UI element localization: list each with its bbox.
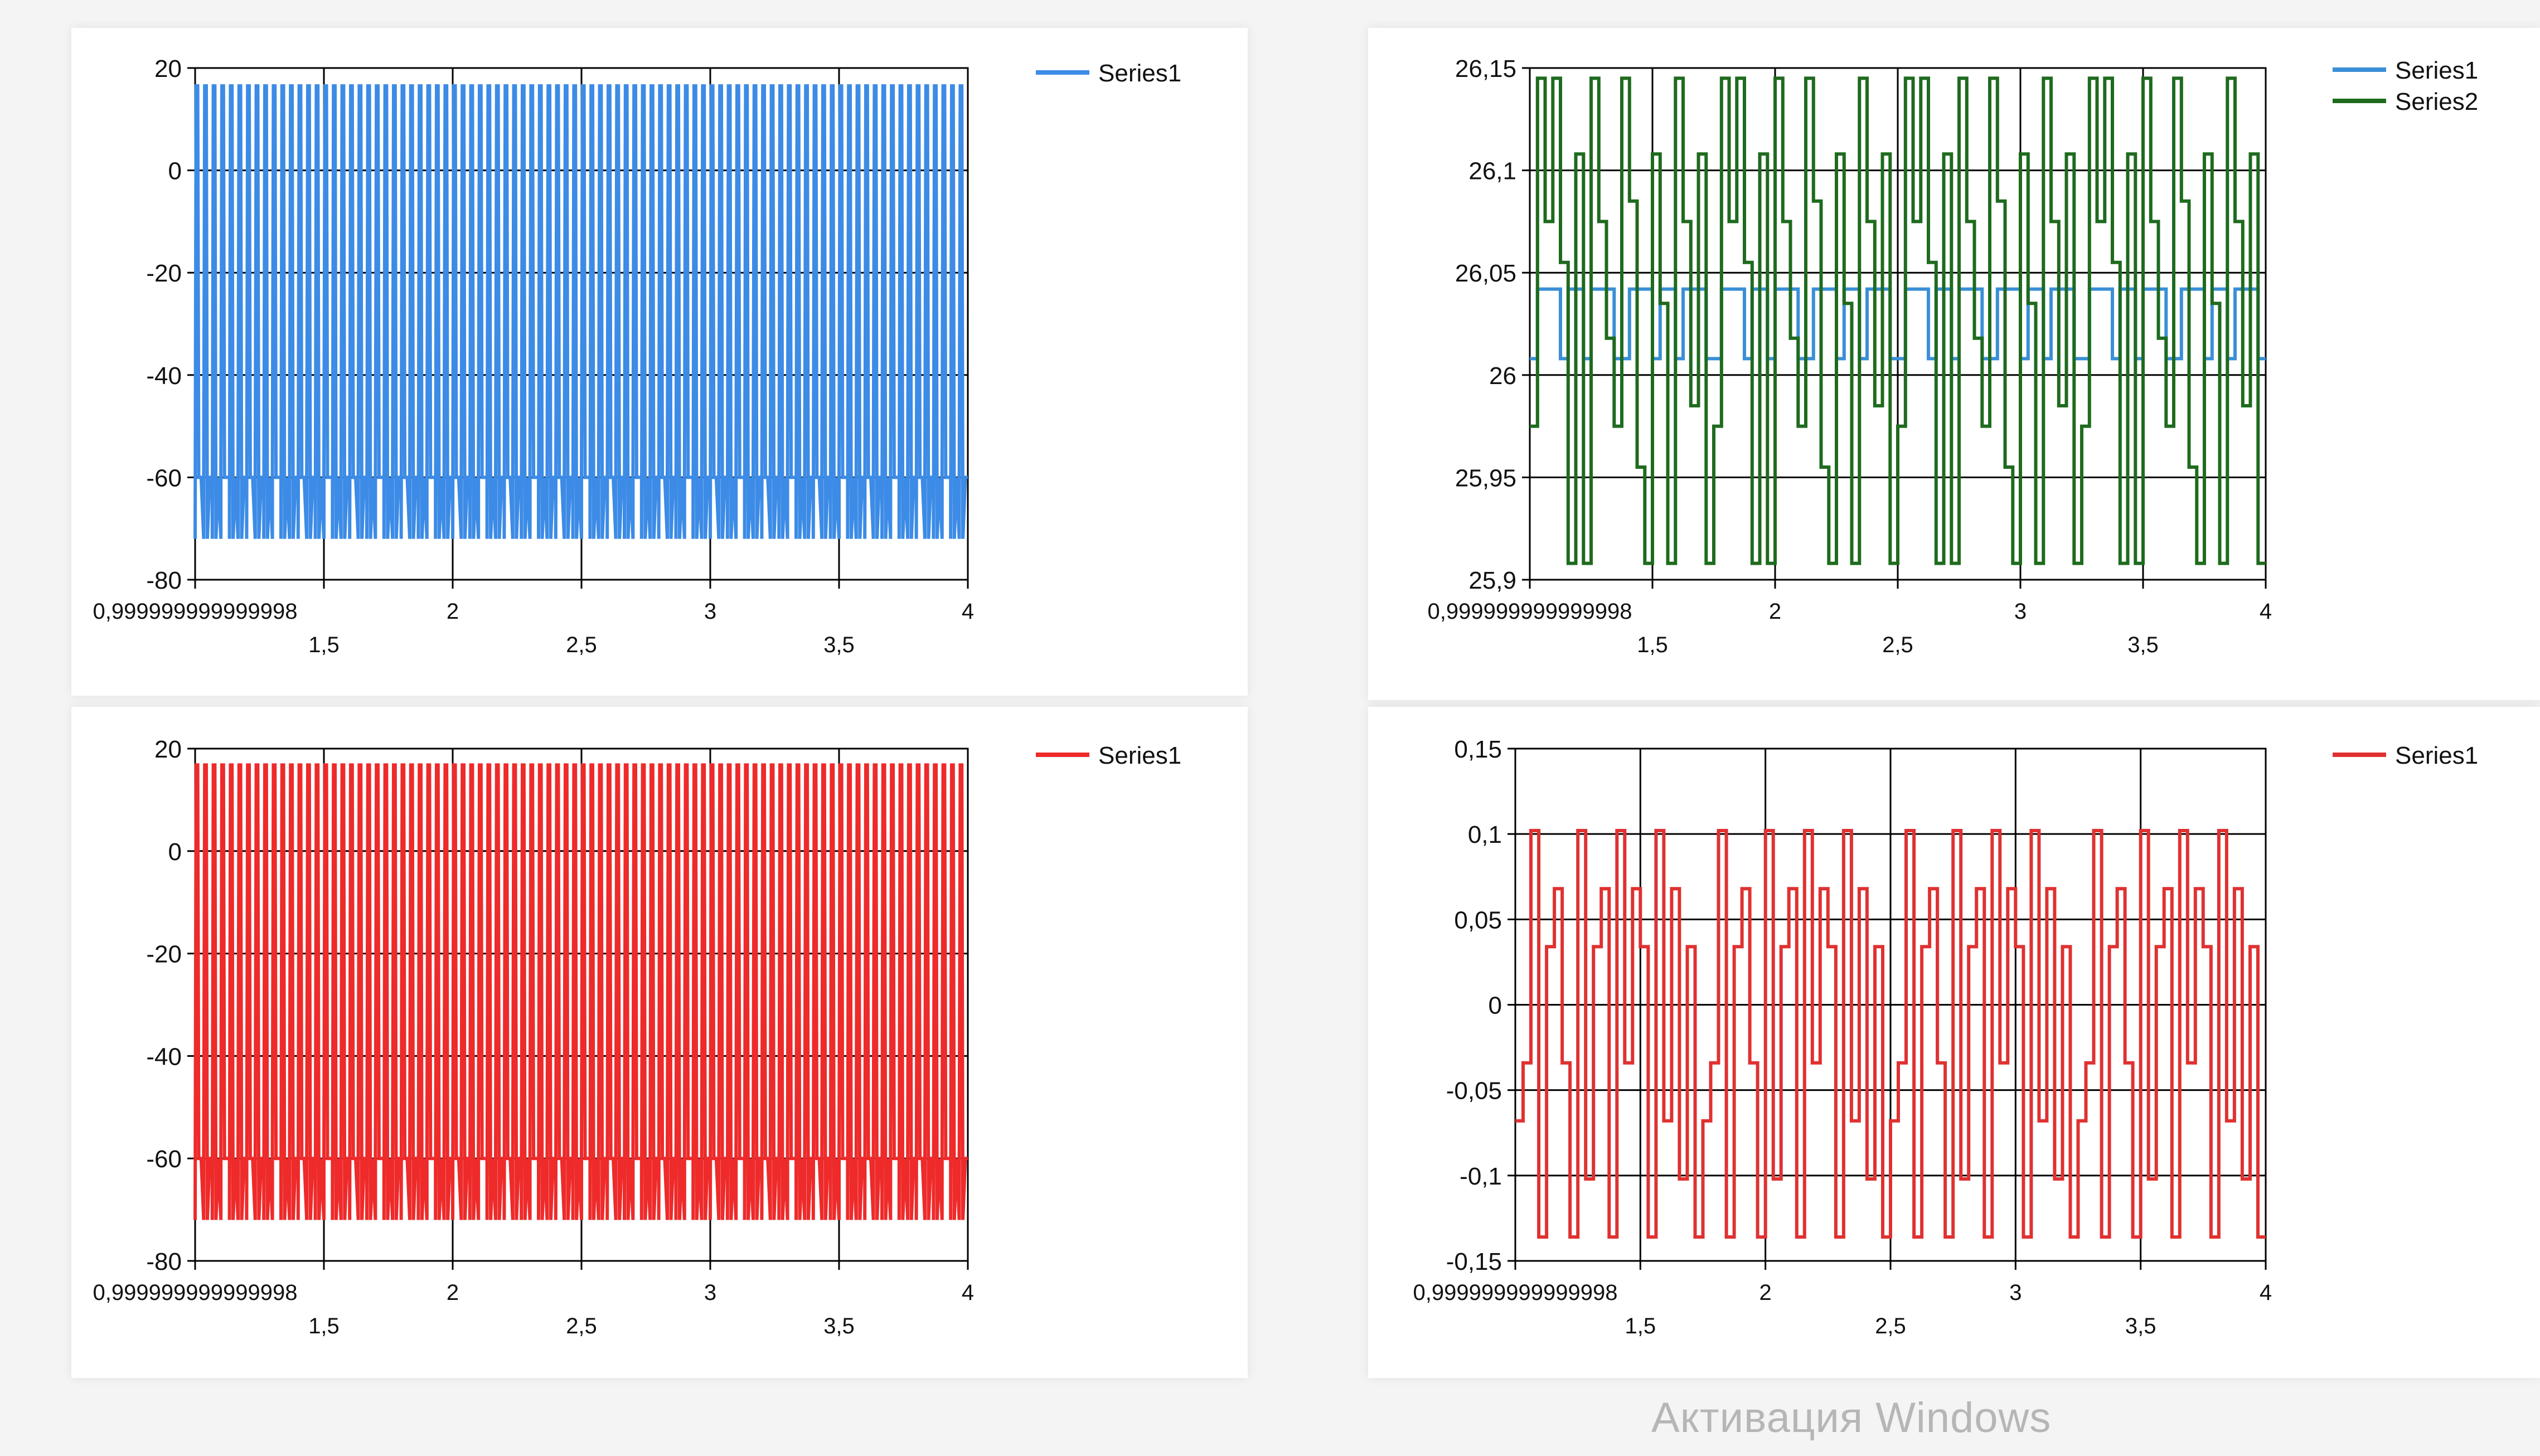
x-tick-label: 3,5: [2125, 1314, 2156, 1338]
y-tick-label: 0: [1489, 992, 1502, 1020]
chart-top-left: 20 0 -20 -40 -60 -80 0,999999999999998 2 3 4 1,5 2,…: [93, 55, 1181, 657]
plot-frame: [1514, 748, 2267, 1262]
y-tick-label: 20: [154, 55, 182, 82]
chart-bottom-left: 20 0 -20 -40 -60 -80 0,999999999999998 2 3 4 1,5 2,…: [93, 736, 1181, 1338]
chart-top-right: 26,15 26,1 26,05 26 25,95 25,9 0,9999999999999…: [1427, 55, 2478, 657]
y-tick-label: 26: [1489, 362, 1516, 390]
x-tick-label: 3,5: [823, 633, 855, 657]
legend-label: Series2: [2395, 88, 2478, 115]
y-tick-label: 26,1: [1468, 158, 1516, 185]
windows-activation-watermark: Активация Windows: [1651, 1394, 2052, 1442]
y-tick-label: -40: [146, 362, 182, 390]
y-tick-label: 26,05: [1455, 260, 1516, 287]
x-tick-label: 0,999999999999998: [93, 1280, 297, 1305]
y-tick-label: 0: [168, 838, 182, 866]
chart-panel-top-right: 26,15 26,1 26,05 26 25,95 25,9 0,9999999999999…: [1368, 28, 2540, 700]
y-tick-label: -20: [146, 260, 182, 287]
y-tick-label: 0,1: [1468, 821, 1502, 848]
series-group: [193, 763, 968, 1220]
y-tick-label: 0,15: [1454, 736, 1502, 763]
legend-label: Series1: [2395, 742, 2478, 769]
chart-panel-bottom-right: 0,15 0,1 0,05 0 -0,05 -0,1 -0,15 0,999999999999…: [1368, 707, 2540, 1378]
y-tick-label: -20: [146, 941, 182, 968]
y-tick-label: -0,15: [1446, 1248, 1502, 1275]
legend-label: Series1: [2395, 57, 2478, 84]
y-tick-label: -80: [146, 567, 182, 594]
x-tick-label: 2: [1759, 1280, 1772, 1305]
y-tick-label: -60: [146, 464, 182, 492]
x-tick-label: 1,5: [308, 1314, 340, 1338]
y-tick-label: -0,05: [1446, 1078, 1502, 1105]
chart-bottom-right: 0,15 0,1 0,05 0 -0,05 -0,1 -0,15 0,999999999999…: [1413, 736, 2478, 1338]
x-tick-label: 2: [447, 1280, 459, 1305]
y-tick-label: -0,1: [1460, 1163, 1502, 1190]
chart-panel-bottom-left: 20 0 -20 -40 -60 -80 0,999999999999998 2 3 4 1,5 2,…: [71, 707, 1248, 1378]
x-tick-label: 2,5: [566, 1314, 597, 1338]
x-tick-label: 1,5: [1625, 1314, 1656, 1338]
x-tick-label: 3: [704, 599, 716, 624]
series-line-Series1: [1515, 829, 2266, 1239]
x-tick-label: 4: [962, 599, 974, 624]
x-tick-label: 1,5: [1637, 633, 1668, 657]
y-tick-label: 25,9: [1468, 567, 1516, 594]
y-tick-label: 25,95: [1455, 464, 1516, 492]
y-tick-label: 0: [168, 158, 182, 185]
x-tick-label: 4: [2260, 599, 2272, 624]
x-tick-label: 4: [962, 1280, 974, 1305]
plot-frame: [1529, 67, 2267, 581]
y-tick-label: -80: [146, 1248, 182, 1275]
series-line-Series1: [193, 84, 968, 539]
x-tick-label: 2: [1769, 599, 1781, 624]
series-group: [193, 84, 968, 539]
y-tick-label: -60: [146, 1146, 182, 1173]
x-tick-label: 3,5: [2127, 633, 2159, 657]
x-tick-label: 0,999999999999998: [1413, 1280, 1617, 1305]
series-group: [1515, 829, 2266, 1239]
series-group: [1530, 76, 2266, 565]
y-tick-label: -40: [146, 1043, 182, 1070]
x-tick-label: 0,999999999999998: [1427, 599, 1632, 624]
x-tick-label: 2: [447, 599, 459, 624]
legend-label: Series1: [1098, 60, 1181, 87]
series-line-Series1: [193, 763, 968, 1220]
x-tick-label: 2,5: [566, 633, 597, 657]
x-tick-label: 1,5: [308, 633, 340, 657]
y-tick-label: 20: [154, 736, 182, 763]
x-tick-label: 3: [2014, 599, 2027, 624]
y-tick-label: 0,05: [1454, 906, 1502, 934]
chart-panel-top-left: 20 0 -20 -40 -60 -80 0,999999999999998 2 3 4 1,5 2,…: [71, 28, 1248, 696]
x-tick-label: 2,5: [1882, 633, 1913, 657]
x-tick-label: 3: [2009, 1280, 2022, 1305]
y-tick-label: 26,15: [1455, 55, 1516, 82]
x-tick-label: 2,5: [1875, 1314, 1906, 1338]
legend-label: Series1: [1098, 742, 1181, 769]
x-tick-label: 3: [704, 1280, 716, 1305]
x-tick-label: 3,5: [823, 1314, 855, 1338]
x-tick-label: 4: [2260, 1280, 2272, 1305]
series-line-Series2: [1530, 76, 2266, 565]
x-tick-label: 0,999999999999998: [93, 599, 297, 624]
